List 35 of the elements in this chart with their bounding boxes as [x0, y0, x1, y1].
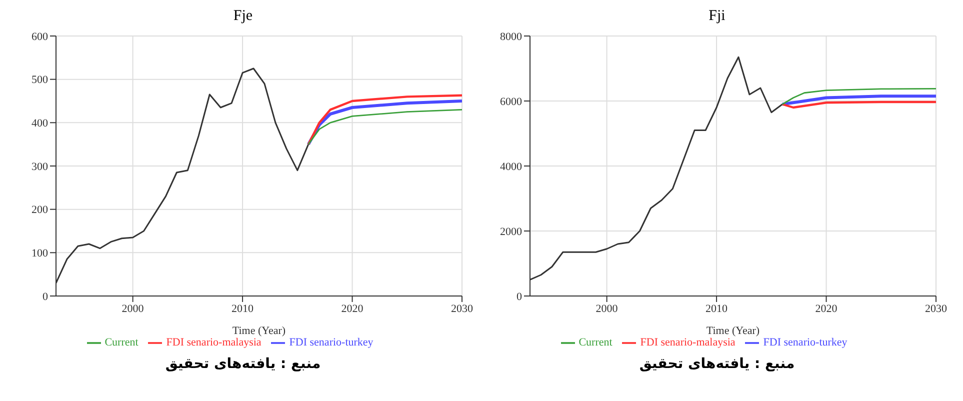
chart-title: Fji	[708, 8, 726, 26]
text: منبع : یافته‌های تحقیق	[164, 356, 322, 372]
y-tick-label: 600	[32, 30, 48, 43]
line-series	[308, 108, 462, 146]
x-tick-label: 2020	[341, 302, 364, 315]
line-series	[782, 88, 936, 105]
y-tick-label: 200	[32, 204, 48, 216]
y-tick-label: 500	[32, 74, 48, 86]
x-tick-label: 2010	[706, 302, 728, 315]
x-tick-label: 2010	[232, 302, 254, 315]
legend-label: Current	[578, 336, 612, 349]
y-tick-label: 400	[32, 118, 48, 130]
y-tick-label: 2000	[500, 226, 522, 238]
legend-label: FDI senario-turkey	[763, 336, 848, 349]
x-axis-title: Time (Year)	[232, 325, 286, 337]
y-tick-label: 6000	[500, 96, 522, 108]
text: منبع : یافته‌های تحقیق	[638, 356, 796, 372]
x-tick-label: 2000	[122, 302, 144, 315]
y-tick-label: 4000	[500, 160, 522, 173]
legend-label: FDI senario-malaysia	[166, 336, 262, 349]
x-tick-label: 2020	[815, 302, 838, 315]
chart-title: Fje	[232, 8, 254, 26]
x-tick-label: 2030	[451, 302, 474, 315]
y-tick-label: 100	[32, 248, 48, 260]
x-tick-label: 2030	[925, 302, 948, 315]
x-tick-label: 2000	[596, 302, 618, 315]
legend-label: FDI senario-malaysia	[640, 336, 736, 349]
y-tick-label: 0	[516, 290, 522, 303]
y-tick-label: 300	[32, 160, 48, 173]
legend-label: FDI senario-turkey	[289, 336, 374, 349]
y-tick-label: 8000	[500, 30, 522, 43]
x-axis-title: Time (Year)	[706, 325, 760, 337]
y-tick-label: 0	[42, 290, 48, 303]
line-series	[780, 94, 936, 106]
legend-label: Current	[104, 336, 138, 349]
